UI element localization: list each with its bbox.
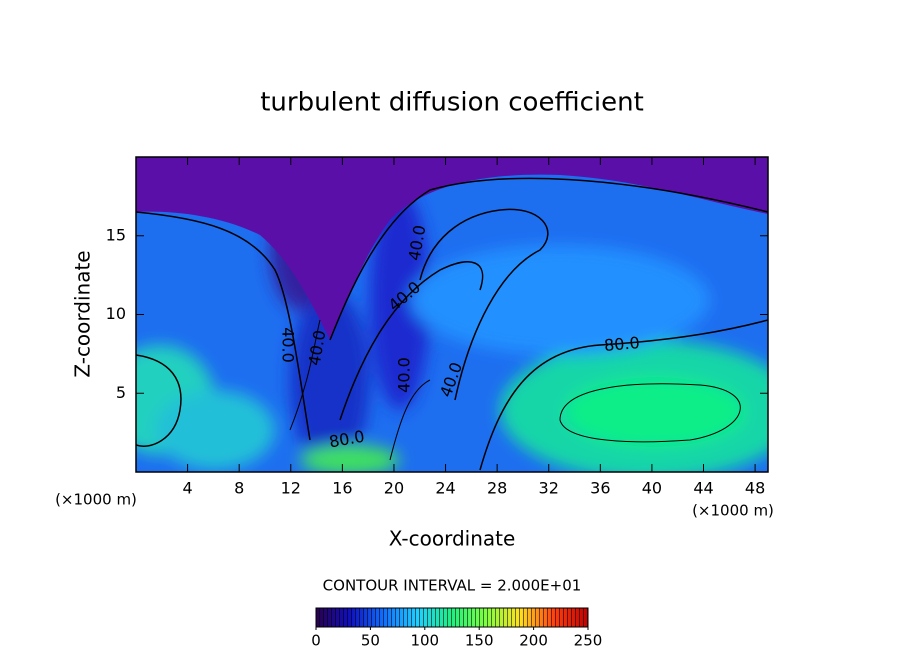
contour-interval: CONTOUR INTERVAL = 2.000E+01 <box>323 577 582 595</box>
x-axis-label: X-coordinate <box>389 527 516 551</box>
colorbar-tick-label: 250 <box>574 632 603 650</box>
y-tick-label: 5 <box>116 383 126 402</box>
y-tick-label: 10 <box>106 304 126 323</box>
x-tick-label: 36 <box>590 479 610 498</box>
x-unit: (×1000 m) <box>692 502 774 520</box>
x-tick-label: 16 <box>332 479 352 498</box>
x-tick-label: 24 <box>435 479 455 498</box>
x-tick-label: 48 <box>745 479 765 498</box>
colorbar-stripes <box>316 608 588 627</box>
y-axis-label: Z-coordinate <box>71 250 95 377</box>
colorbar-tick-label: 200 <box>519 632 548 650</box>
x-tick-label: 12 <box>281 479 301 498</box>
x-tick-label: 32 <box>539 479 559 498</box>
contour-label: 40.0 <box>395 357 414 393</box>
x-tick-label: 44 <box>693 479 713 498</box>
x-tick-label: 20 <box>384 479 404 498</box>
x-tick-label: 4 <box>182 479 192 498</box>
contour-label: 40.0 <box>279 327 298 363</box>
colorbar-tick-label: 100 <box>410 632 439 650</box>
colorbar-frame <box>315 607 589 628</box>
colorbar-tick-label: 50 <box>361 632 380 650</box>
x-tick-label: 8 <box>234 479 244 498</box>
x-tick-label: 40 <box>642 479 662 498</box>
x-tick-label: 28 <box>487 479 507 498</box>
x-unit: (×1000 m) <box>55 491 137 509</box>
field <box>136 157 768 472</box>
colorbar-tick-label: 150 <box>465 632 494 650</box>
y-tick-label: 15 <box>106 225 126 244</box>
contour-label: 80.0 <box>603 333 640 355</box>
colorbar-tick-label: 0 <box>311 632 321 650</box>
chart-title: turbulent diffusion coefficient <box>260 88 644 118</box>
